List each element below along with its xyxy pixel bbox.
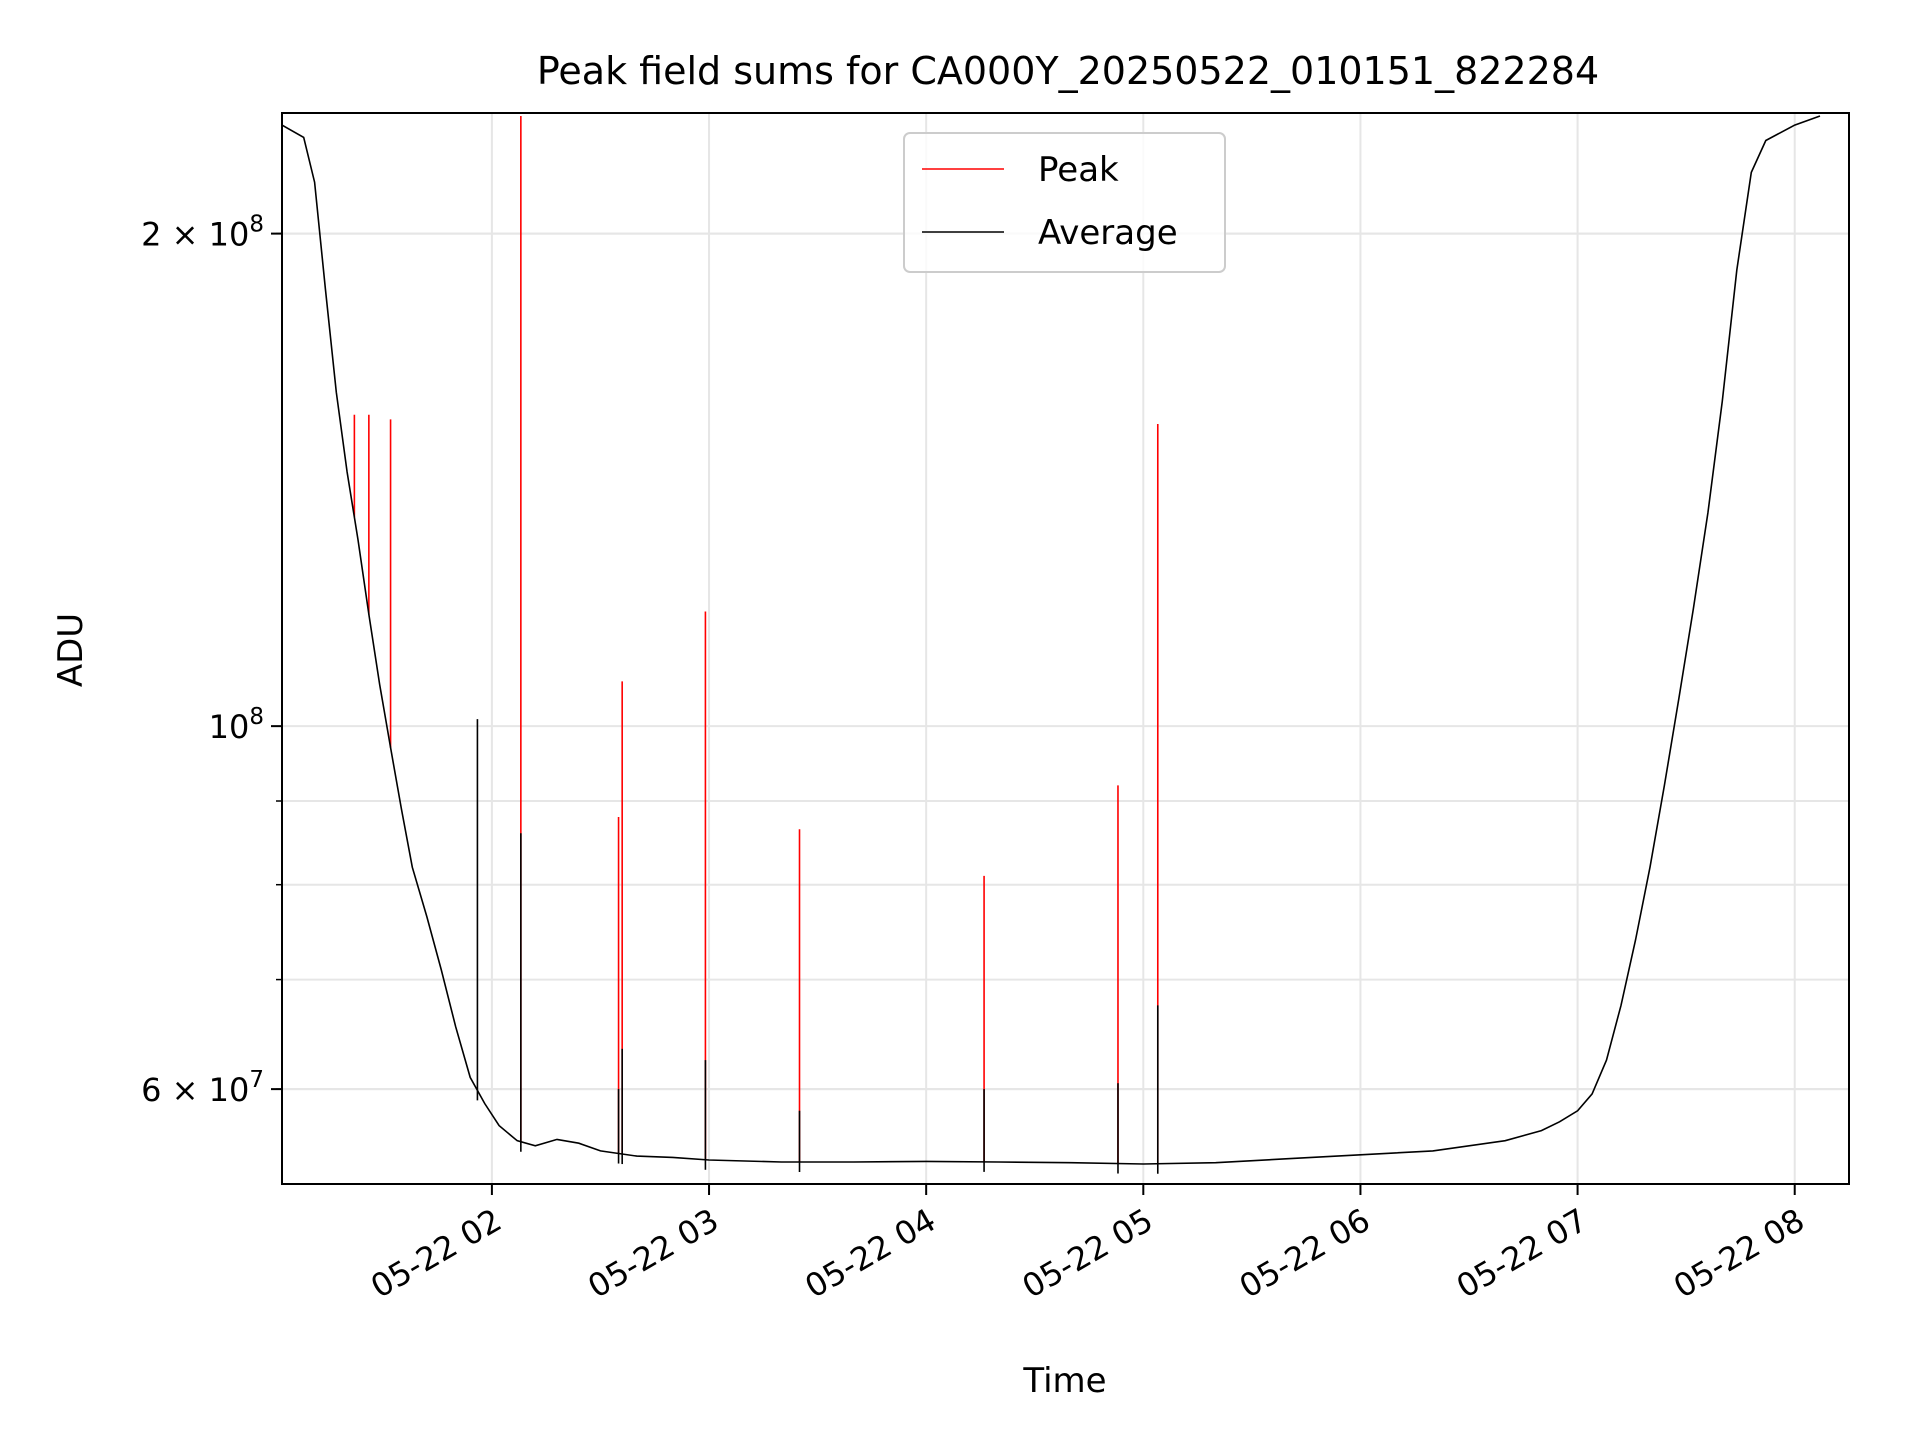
y-tick-label: 2 × 108 [141, 212, 264, 254]
average-line [281, 115, 1821, 1165]
plot-area [281, 112, 1850, 1185]
legend-peak-label: Peak [1038, 150, 1119, 190]
x-axis-label: Time [1022, 1361, 1106, 1401]
y-axis: 108 2 × 108 6 × 107 [141, 212, 282, 1109]
legend: Peak Average [903, 132, 1226, 273]
legend-box [903, 132, 1226, 273]
legend-average-label: Average [1038, 213, 1178, 253]
chart-title: Peak field sums for CA000Y_20250522_0101… [537, 49, 1599, 93]
plot-frame [281, 112, 1850, 1185]
y-tick-label: 6 × 107 [141, 1067, 264, 1109]
average-series [281, 115, 1821, 1174]
y-axis-label: ADU [51, 613, 91, 687]
y-tick-label: 108 [209, 704, 264, 746]
